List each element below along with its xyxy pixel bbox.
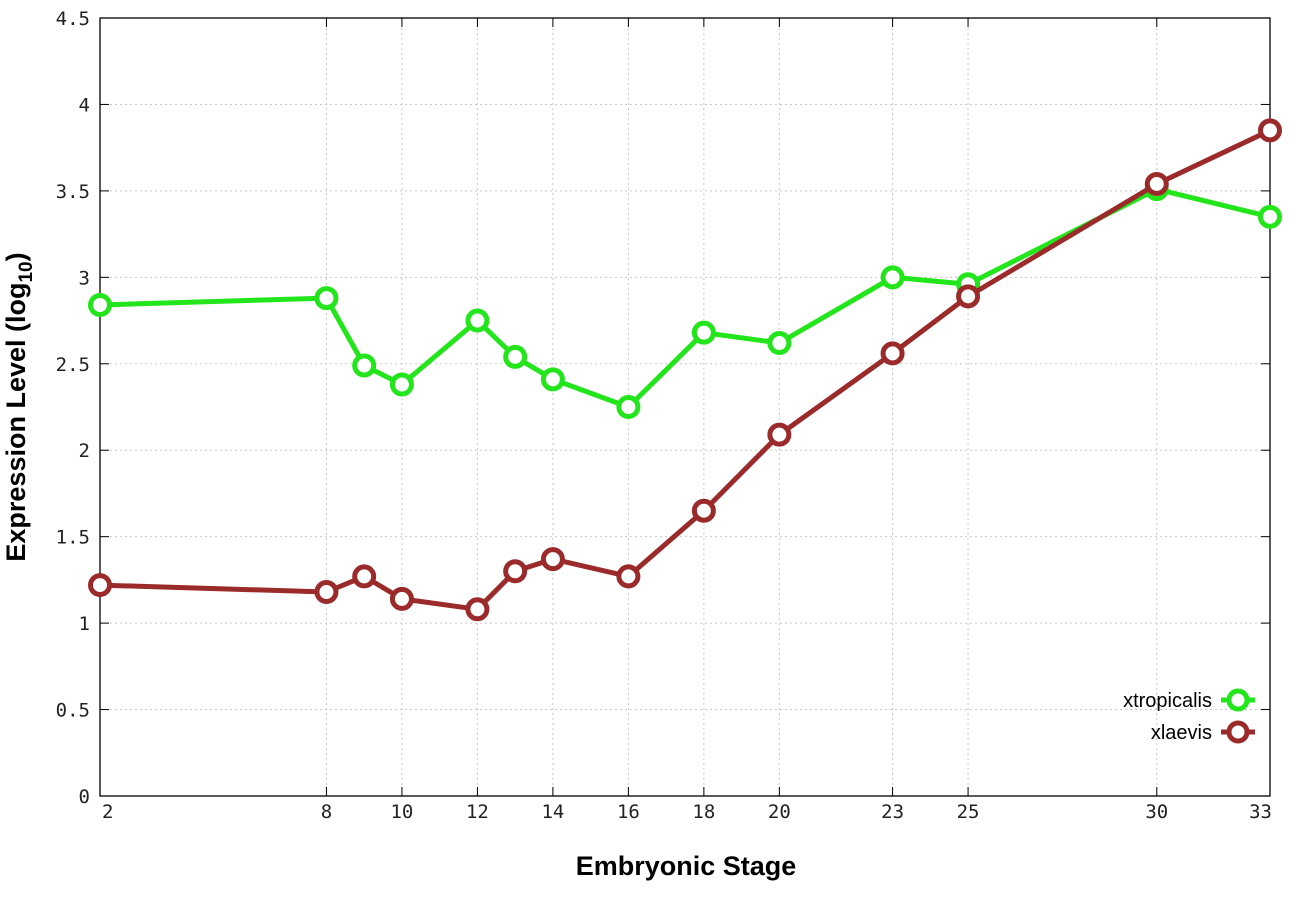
data-point-xtropicalis — [767, 331, 792, 356]
data-point-xtropicalis — [1258, 204, 1282, 229]
legend-label-xlaevis: xlaevis — [1151, 722, 1212, 744]
y-tick-label: 4.5 — [56, 8, 90, 30]
x-tick-label: 16 — [617, 801, 640, 823]
plot-frame — [99, 17, 1271, 797]
data-point-xtropicalis — [352, 353, 377, 378]
y-tick-label: 4 — [79, 94, 90, 116]
x-tick-label: 10 — [390, 801, 413, 823]
data-point-xlaevis — [540, 547, 565, 572]
data-point-xtropicalis — [88, 292, 112, 317]
y-tick-label: 2.5 — [56, 354, 90, 376]
data-point-xlaevis — [314, 579, 339, 604]
x-axis-title: Embryonic Stage — [576, 851, 797, 881]
y-tick-label: 3 — [79, 267, 90, 289]
x-tick-label: 14 — [541, 801, 564, 823]
x-tick-label: 20 — [768, 801, 791, 823]
x-tick-label: 23 — [881, 801, 904, 823]
y-tick-label: 0.5 — [56, 700, 90, 722]
data-point-xlaevis — [389, 586, 414, 611]
legend-swatch-marker-xlaevis — [1226, 720, 1250, 744]
data-point-xlaevis — [352, 564, 377, 589]
y-tick-label: 3.5 — [56, 181, 90, 203]
x-tick-label: 2 — [102, 801, 113, 823]
y-axis-title: Expression Level (log10) — [1, 252, 37, 561]
series-group — [88, 118, 1282, 622]
data-point-xlaevis — [1144, 171, 1169, 196]
x-tick-label: 30 — [1145, 801, 1168, 823]
axis-ticks: 0 0.5 1 1.5 2 2.5 3 3.5 4 4.5 2 8 10 12 14 16 18 20 23 25 30… — [56, 8, 1272, 823]
data-point-xtropicalis — [314, 286, 339, 311]
data-point-xtropicalis — [389, 372, 414, 397]
data-point-xtropicalis — [465, 308, 490, 333]
data-point-xtropicalis — [503, 344, 528, 369]
data-point-xlaevis — [465, 597, 490, 622]
grid — [100, 18, 1270, 796]
data-point-xtropicalis — [540, 367, 565, 392]
legend: xtropicalis xlaevis — [1123, 688, 1255, 744]
data-point-xlaevis — [956, 284, 981, 309]
data-point-xlaevis — [880, 341, 905, 366]
data-point-xlaevis — [767, 422, 792, 447]
data-point-xtropicalis — [880, 265, 905, 290]
legend-swatch-marker-xtropicalis — [1226, 688, 1250, 712]
data-point-xlaevis — [691, 498, 716, 523]
data-point-xlaevis — [1258, 118, 1282, 143]
x-tick-label: 8 — [321, 801, 332, 823]
series-line-xlaevis — [99, 128, 1272, 612]
y-tick-label: 2 — [79, 440, 90, 462]
x-tick-label: 33 — [1249, 801, 1272, 823]
y-tick-label: 1.5 — [56, 527, 90, 549]
data-point-xlaevis — [616, 564, 641, 589]
y-tick-label: 0 — [79, 786, 90, 808]
y-tick-label: 1 — [79, 613, 90, 635]
legend-label-xtropicalis: xtropicalis — [1123, 690, 1212, 712]
x-tick-label: 18 — [692, 801, 715, 823]
x-tick-label: 12 — [466, 801, 489, 823]
data-point-xlaevis — [503, 559, 528, 584]
data-point-xtropicalis — [691, 320, 716, 345]
x-tick-label: 25 — [957, 801, 980, 823]
data-point-xtropicalis — [616, 395, 641, 419]
data-point-xlaevis — [88, 573, 112, 598]
